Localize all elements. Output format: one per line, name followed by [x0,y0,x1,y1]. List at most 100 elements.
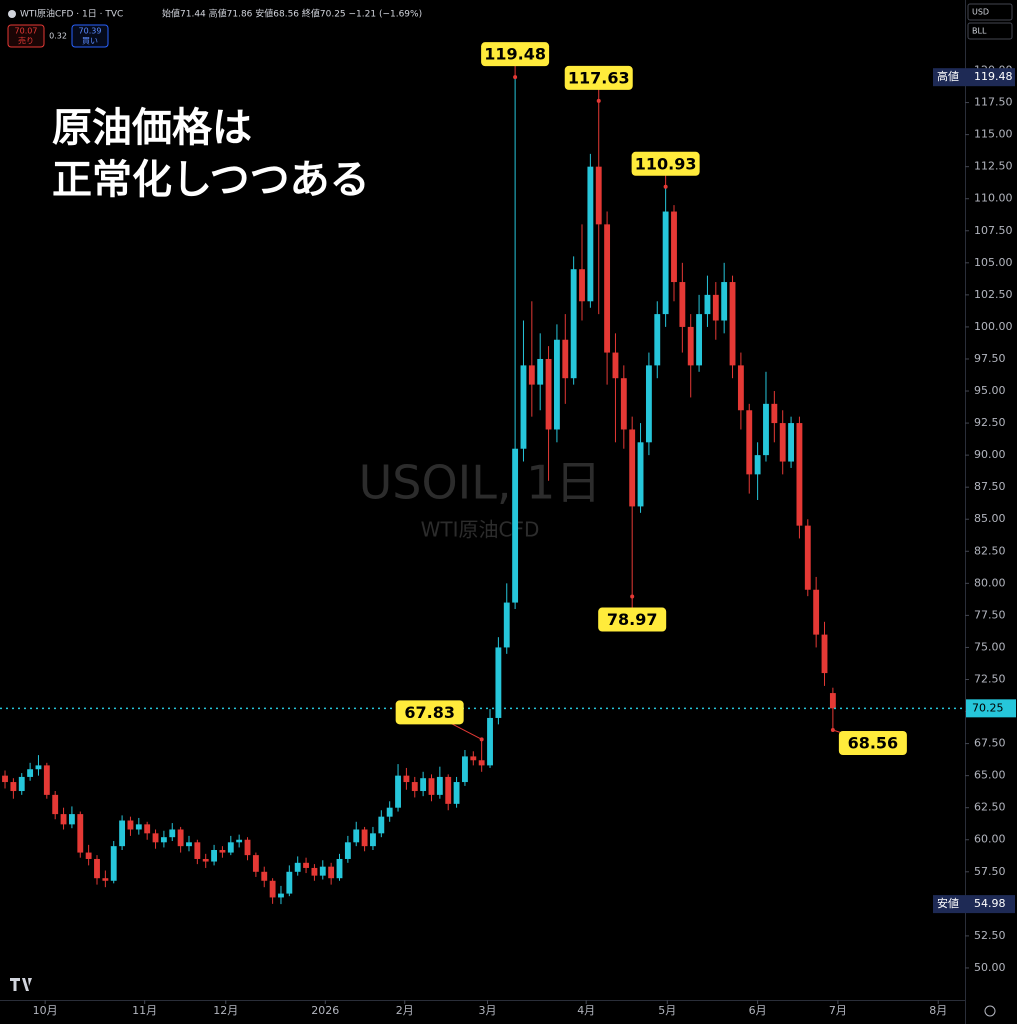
candle-body [202,858,209,862]
extreme-tag-value: 54.98 [974,897,1006,910]
currency-box[interactable] [967,3,1013,21]
extreme-tag-name: 安値 [937,896,959,910]
annotation-label: 68.56 [848,734,899,753]
candle-body [286,871,293,894]
candle-body [462,756,468,783]
candle-body [721,282,728,321]
candle-body [278,893,284,898]
candle-body [294,862,301,872]
price-tag [966,699,1016,718]
candle-body [771,403,778,424]
candle-body [687,326,694,366]
y-tick-label: 72.50 [974,672,1006,685]
candle-body [94,858,100,879]
candle-body [77,814,84,853]
y-tick-label: 95.00 [974,384,1006,397]
y-tick-label: 82.50 [974,544,1006,557]
candle-body [186,842,192,847]
y-tick-label: 57.50 [974,865,1006,878]
candle-body [503,602,510,648]
candle-body [319,866,326,876]
annotation-point [479,737,484,742]
unit: BLL [972,27,987,36]
candle-body [528,365,535,385]
candle-body [68,814,75,825]
candle-body [763,403,769,456]
candle-body [353,829,360,843]
candle-body [127,820,134,830]
candle-body [194,842,201,859]
symbol: WTI原油CFD · 1日 · TVC [20,8,123,20]
x-tick-label: 8月 [929,1004,947,1017]
candle-body [303,862,309,868]
candle-body [537,358,544,385]
candle-body [10,782,17,792]
extreme-tag-name: 高値 [937,69,959,83]
candle-body [252,855,259,872]
candle-body [160,837,167,843]
candle-body [420,778,427,792]
candle-body [637,442,644,507]
candle-body [152,833,159,843]
candle-body [620,378,627,430]
candle-body [654,314,661,366]
annotation-point [663,184,668,189]
annotation-point [513,75,518,80]
unit-box[interactable] [967,22,1013,40]
logo [10,978,32,991]
sell-button[interactable] [7,24,45,48]
candle-body [336,858,343,879]
x-tick-label: 12月 [213,1004,238,1017]
overlay-line: 正常化しつつある [52,157,370,203]
candle-body [829,693,836,709]
annotation-label: 78.97 [607,610,658,629]
candle-body [227,842,234,853]
annotation-label: 110.93 [635,154,697,173]
candle-body [587,166,594,302]
y-tick-label: 87.50 [974,480,1006,493]
settings-icon[interactable] [984,1005,996,1017]
candle-body [135,824,142,830]
candle-body [428,778,435,795]
x-tick-label: 11月 [132,1004,157,1017]
candle-body [804,525,811,590]
annotation-box [481,42,550,67]
overlay-line: 原油価格は [52,105,252,151]
y-tick-label: 80.00 [974,576,1006,589]
candle-body [261,871,268,881]
annotation-box [395,700,464,725]
y-tick-label: 102.50 [974,288,1013,301]
candle-body [395,775,401,808]
y-tick-label: 60.00 [974,833,1006,846]
candle-body [520,365,527,449]
annotation-box [598,607,667,632]
candle-body [478,760,485,766]
annotation-label: 117.63 [568,68,630,87]
candle-body [754,455,761,475]
candle-body [671,211,677,283]
candle-body [813,589,820,635]
buy-label: 買い [82,37,98,46]
watermark-title: USOIL, 1日 [359,456,602,510]
sell-label: 売り [18,36,34,46]
candle-body [821,634,828,674]
candle-body [629,429,636,507]
candle-body [495,647,502,718]
candle-body [788,423,794,462]
y-tick-label: 62.50 [974,801,1006,814]
y-tick-label: 110.00 [974,192,1013,205]
candle-body [436,776,443,795]
y-tick-label: 112.50 [974,160,1013,173]
candle-body [737,365,744,411]
buy-button[interactable] [71,24,109,48]
candle-body [386,807,393,817]
x-tick-label: 5月 [658,1004,676,1017]
x-tick-label: 10月 [33,1004,58,1017]
candle-body [512,448,519,603]
candle-body [545,358,552,430]
y-tick-label: 85.00 [974,512,1006,525]
candle-body [370,833,376,847]
candle-body [236,839,243,843]
